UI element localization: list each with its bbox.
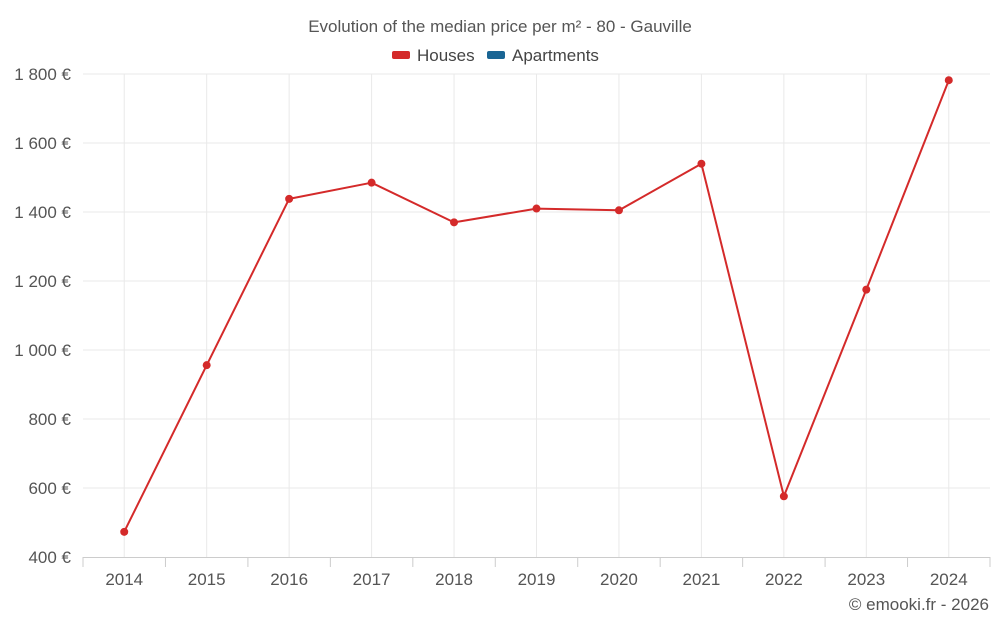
data-point[interactable] [120,527,129,536]
x-tick-label: 2017 [353,570,391,589]
y-tick-label: 1 200 € [14,272,71,291]
legend-label-houses: Houses [417,46,475,65]
x-tick-label: 2014 [105,570,143,589]
data-point[interactable] [697,159,706,168]
chart-title: Evolution of the median price per m² - 8… [308,17,692,36]
data-point[interactable] [944,76,953,85]
y-tick-label: 1 800 € [14,65,71,84]
y-tick-label: 1 000 € [14,341,71,360]
data-point[interactable] [614,206,623,215]
y-tick-label: 400 € [28,548,71,567]
x-tick-label: 2018 [435,570,473,589]
data-point[interactable] [862,285,871,294]
legend-swatch-houses [392,51,410,59]
legend-item-houses[interactable]: Houses [392,46,475,65]
data-point[interactable] [367,178,376,187]
grid [83,73,990,557]
x-tick-label: 2021 [682,570,720,589]
series-houses [120,76,953,536]
x-tick-label: 2024 [930,570,968,589]
x-tick-label: 2022 [765,570,803,589]
y-axis: 400 € 600 € 800 € 1 000 € 1 200 € 1 400 € 1 60… [14,65,71,567]
x-tick-label: 2015 [188,570,226,589]
legend-label-apartments: Apartments [512,46,599,65]
x-tick-label: 2023 [847,570,885,589]
legend-item-apartments[interactable]: Apartments [487,46,599,65]
x-axis: 2014 2015 2016 2017 2018 2019 2020 2021 2022 2023… [82,557,991,589]
credit-text: © emooki.fr - 2026 [849,595,989,614]
x-tick-label: 2020 [600,570,638,589]
legend: Houses Apartments [392,46,599,65]
data-point[interactable] [450,218,459,227]
data-point[interactable] [779,492,788,501]
data-point[interactable] [202,361,211,370]
data-point[interactable] [285,194,294,203]
x-tick-label: 2019 [518,570,556,589]
data-point[interactable] [532,204,541,213]
x-tick-label: 2016 [270,570,308,589]
legend-swatch-apartments [487,51,505,59]
y-tick-label: 800 € [28,410,71,429]
y-tick-label: 1 600 € [14,134,71,153]
y-tick-label: 600 € [28,479,71,498]
y-tick-label: 1 400 € [14,203,71,222]
